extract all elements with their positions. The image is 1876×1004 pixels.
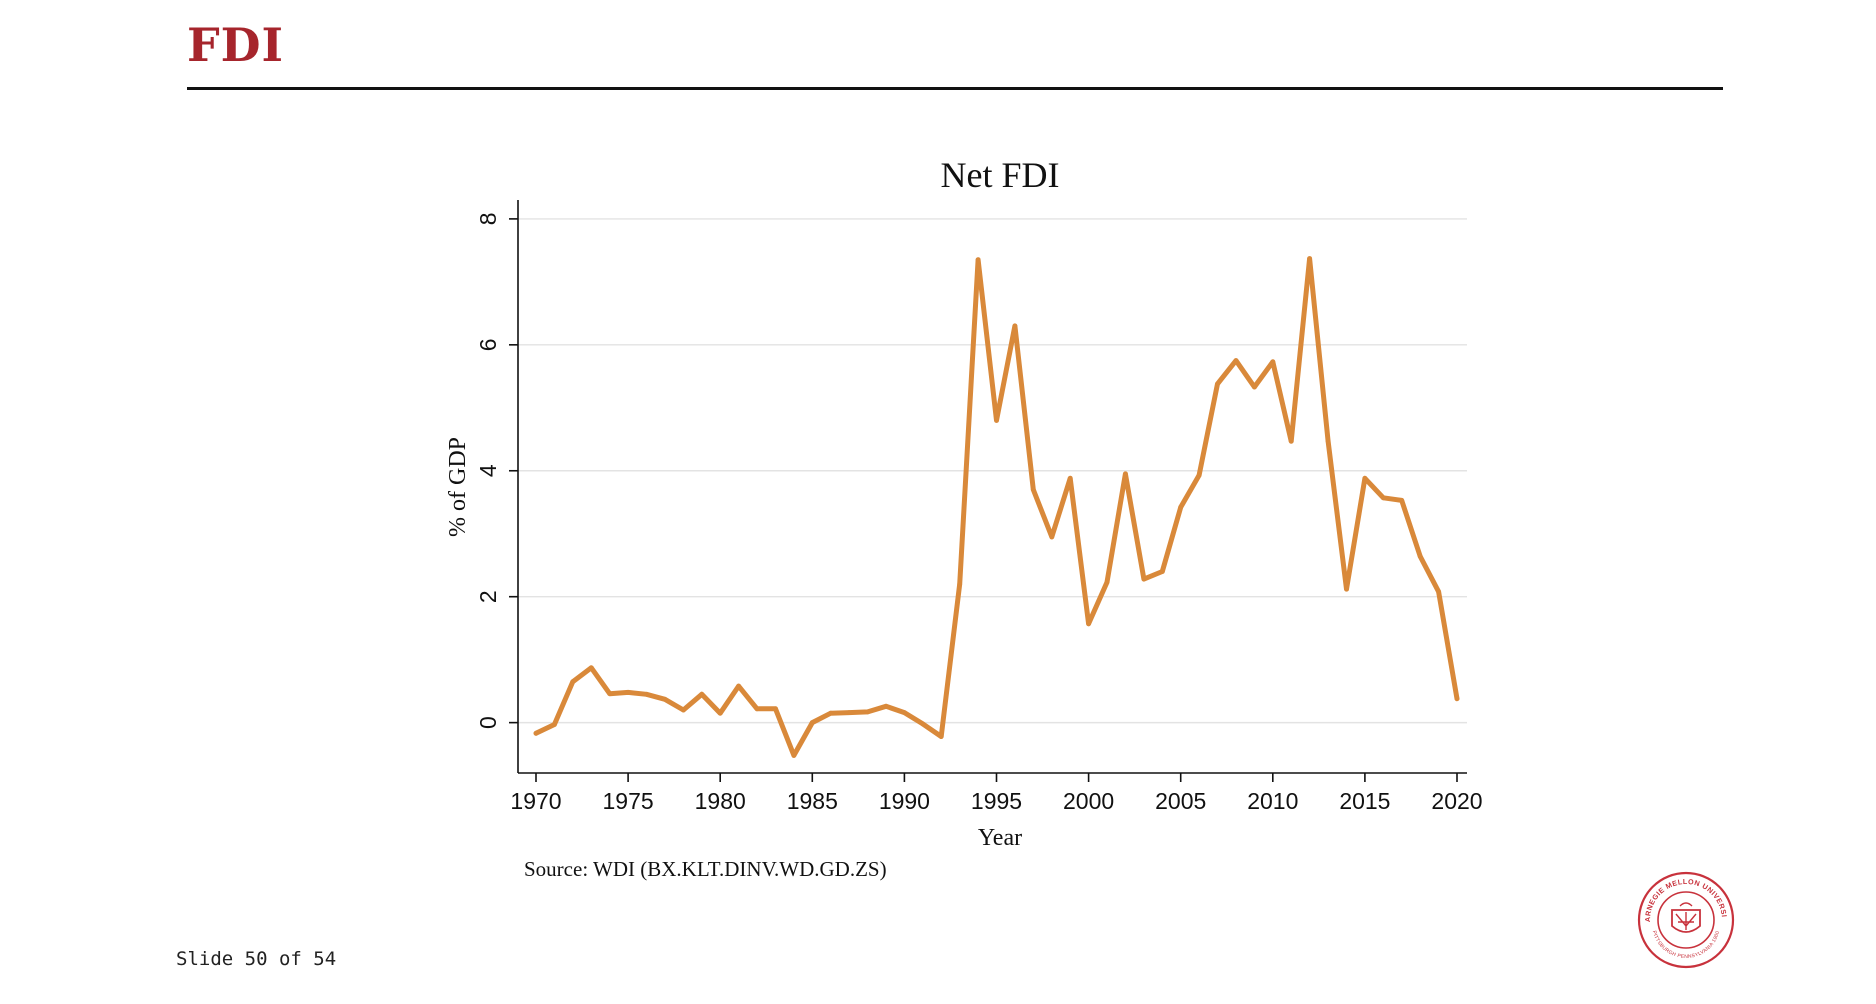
svg-text:CARNEGIE MELLON UNIVERSITY: CARNEGIE MELLON UNIVERSITY	[1636, 870, 1729, 922]
chart-title: Net FDI	[941, 155, 1060, 195]
data-point-1978	[681, 707, 686, 713]
data-point-1998	[1049, 534, 1055, 540]
data-point-2008	[1233, 358, 1239, 363]
x-axis-label: Year	[978, 825, 1022, 851]
data-point-1999	[1067, 475, 1073, 481]
data-point-1975	[625, 690, 631, 695]
data-point-1986	[828, 710, 834, 716]
data-point-1996	[1012, 323, 1018, 329]
x-tick-label-1980: 1980	[695, 788, 746, 814]
data-point-2020	[1454, 696, 1460, 702]
data-point-1994	[975, 257, 981, 263]
x-tick-label-2015: 2015	[1339, 788, 1390, 814]
source-note: Source: WDI (BX.KLT.DINV.WD.GD.ZS)	[524, 857, 887, 881]
data-point-1992	[938, 734, 944, 739]
data-point-2000	[1086, 621, 1091, 627]
data-point-1985	[809, 720, 815, 725]
data-point-2012	[1307, 256, 1312, 261]
data-point-1983	[773, 706, 778, 712]
data-point-1988	[865, 709, 870, 715]
data-point-2003	[1141, 576, 1147, 582]
data-point-2016	[1380, 495, 1386, 501]
x-tick-label-1970: 1970	[510, 788, 561, 814]
series-line-net-fdi	[533, 256, 1460, 758]
data-point-2011	[1288, 438, 1294, 444]
data-point-1979	[699, 691, 705, 697]
x-tick-label-2020: 2020	[1431, 788, 1482, 814]
data-point-1990	[902, 710, 907, 715]
data-point-2010	[1270, 359, 1276, 365]
data-points	[533, 256, 1460, 758]
x-tick-label-2005: 2005	[1155, 788, 1206, 814]
x-tick-label-2000: 2000	[1063, 788, 1114, 814]
data-point-1972	[570, 679, 576, 685]
data-point-2002	[1123, 471, 1128, 477]
data-point-2006	[1196, 472, 1202, 478]
data-point-1997	[1030, 487, 1036, 492]
y-tick-label-0: 0	[475, 716, 501, 729]
gridlines	[518, 218, 1467, 724]
y-tick-label-6: 6	[475, 338, 501, 351]
data-point-1977	[662, 696, 668, 702]
data-point-1970	[533, 730, 539, 736]
y-tick-label-8: 8	[475, 212, 501, 225]
data-point-1982	[754, 706, 760, 712]
data-point-2014	[1344, 586, 1349, 592]
x-tick-label-2010: 2010	[1247, 788, 1298, 814]
data-point-2005	[1178, 504, 1184, 510]
x-tick-label-1990: 1990	[879, 788, 930, 814]
data-point-2017	[1399, 498, 1405, 503]
slide-counter: Slide 50 of 54	[176, 948, 337, 970]
data-point-1984	[791, 753, 797, 758]
carnegie-mellon-seal-logo: CARNEGIE MELLON UNIVERSITY PITTSBURGH PE…	[1636, 870, 1735, 969]
data-point-2004	[1159, 569, 1165, 574]
axis-ticks: 0 2 4 6 8 1970 1975 1980 1985 1990 1995 2000 2005 201…	[475, 212, 1483, 814]
data-point-1981	[736, 683, 741, 689]
data-point-2009	[1252, 384, 1257, 390]
data-point-1989	[883, 703, 889, 709]
y-axis-label: % of GDP	[445, 437, 471, 537]
y-tick-label-4: 4	[475, 464, 501, 477]
data-point-1973	[588, 665, 594, 671]
data-point-2015	[1362, 475, 1368, 481]
data-point-1987	[846, 710, 852, 715]
x-tick-label-1995: 1995	[971, 788, 1022, 814]
data-point-1980	[717, 710, 723, 716]
data-point-1995	[994, 418, 999, 423]
data-point-1971	[552, 722, 557, 727]
data-point-2001	[1104, 579, 1110, 585]
title-divider	[187, 87, 1723, 90]
slide-title: FDI	[187, 18, 285, 72]
y-tick-label-2: 2	[475, 590, 501, 603]
x-tick-label-1985: 1985	[787, 788, 838, 814]
data-point-1991	[920, 721, 926, 727]
data-point-2018	[1417, 554, 1423, 559]
x-tick-label-1975: 1975	[603, 788, 654, 814]
data-point-2019	[1436, 589, 1441, 595]
data-point-2007	[1215, 381, 1220, 387]
data-point-2013	[1325, 438, 1331, 444]
data-point-1993	[957, 581, 963, 587]
data-point-1976	[644, 691, 649, 697]
data-point-1974	[607, 691, 613, 697]
